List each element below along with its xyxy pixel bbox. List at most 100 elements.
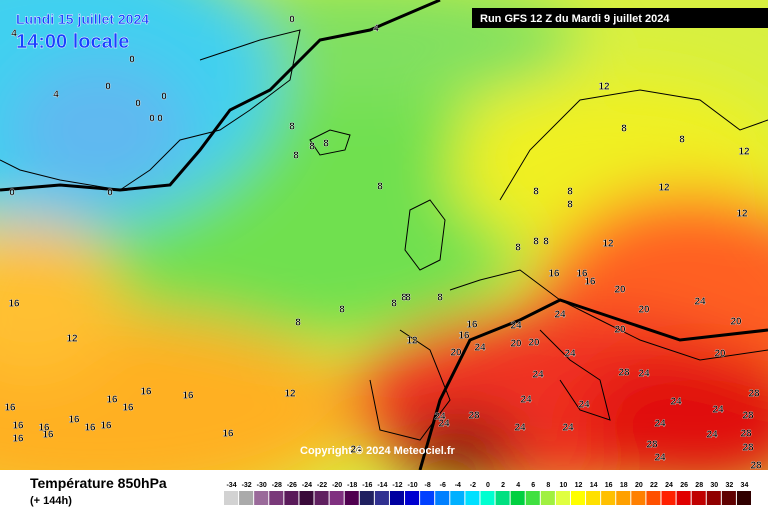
scale-swatch bbox=[495, 491, 510, 505]
scale-label: 32 bbox=[725, 482, 733, 489]
contour-label: 28 bbox=[618, 368, 630, 379]
scale-swatch bbox=[736, 491, 751, 505]
scale-label: 34 bbox=[741, 482, 749, 489]
scale-swatch bbox=[721, 491, 736, 505]
contour-label: 24 bbox=[712, 405, 724, 416]
contour-label: 16 bbox=[122, 403, 134, 414]
scale-label: 6 bbox=[531, 482, 535, 489]
contour-label: 8 bbox=[377, 182, 383, 193]
contour-label: 8 bbox=[515, 243, 521, 254]
contour-label: 8 bbox=[621, 124, 627, 135]
contour-label: 24 bbox=[350, 445, 362, 456]
scale-swatch bbox=[450, 491, 465, 505]
scale-label: 28 bbox=[695, 482, 703, 489]
scale-swatch bbox=[254, 491, 269, 505]
scale-swatch bbox=[465, 491, 480, 505]
contour-label: 28 bbox=[740, 429, 752, 440]
scale-label: 22 bbox=[650, 482, 658, 489]
contour-label: 20 bbox=[730, 317, 742, 328]
contour-label: 8 bbox=[391, 299, 397, 310]
scale-swatch bbox=[389, 491, 405, 505]
scale-swatch bbox=[540, 491, 555, 505]
scale-label: -30 bbox=[257, 482, 267, 489]
contour-label: 12 bbox=[598, 82, 610, 93]
contour-label: 0 bbox=[149, 114, 155, 125]
contour-label: 16 bbox=[42, 430, 54, 441]
scale-swatch bbox=[691, 491, 706, 505]
contour-label: 8 bbox=[533, 187, 539, 198]
scale-label: 4 bbox=[516, 482, 520, 489]
contour-label: 8 bbox=[309, 142, 315, 153]
contour-label: 8 bbox=[405, 293, 411, 304]
contour-label: 24 bbox=[706, 430, 718, 441]
contour-label: 24 bbox=[694, 297, 706, 308]
contour-label: 12 bbox=[284, 389, 296, 400]
contour-label: 8 bbox=[323, 139, 329, 150]
map-date: Lundi 15 juillet 2024 bbox=[16, 11, 149, 27]
scale-label: -10 bbox=[408, 482, 418, 489]
contour-label: 24 bbox=[532, 370, 544, 381]
scale-swatch bbox=[586, 491, 601, 505]
scale-label: -26 bbox=[287, 482, 297, 489]
contour-label: 20 bbox=[614, 325, 626, 336]
contour-label: 12 bbox=[658, 183, 670, 194]
scale-swatch bbox=[676, 491, 691, 505]
contour-label: 16 bbox=[576, 269, 588, 280]
contour-label: 8 bbox=[289, 122, 295, 133]
contour-label: 4 bbox=[53, 90, 59, 101]
scale-label: 24 bbox=[665, 482, 673, 489]
contour-label: 16 bbox=[222, 429, 234, 440]
contour-label: 12 bbox=[602, 239, 614, 250]
scale-label: -22 bbox=[317, 482, 327, 489]
contour-label: 20 bbox=[528, 338, 540, 349]
scale-swatch bbox=[405, 491, 420, 505]
contour-label: 24 bbox=[670, 397, 682, 408]
contour-label: 16 bbox=[466, 320, 478, 331]
contour-label: 16 bbox=[548, 269, 560, 280]
contour-label: 16 bbox=[100, 421, 112, 432]
contour-label: 8 bbox=[293, 151, 299, 162]
contour-label: 8 bbox=[679, 135, 685, 146]
scale-label: 20 bbox=[635, 482, 643, 489]
contour-label: 28 bbox=[748, 389, 760, 400]
scale-label: 12 bbox=[575, 482, 583, 489]
scale-swatch bbox=[284, 491, 299, 505]
scale-label: 2 bbox=[501, 482, 505, 489]
contour-label: 16 bbox=[458, 331, 470, 342]
contour-label: 16 bbox=[12, 434, 24, 445]
scale-label: -24 bbox=[302, 482, 312, 489]
scale-swatch bbox=[510, 491, 525, 505]
footer-lead: (+ 144h) bbox=[30, 495, 72, 507]
contour-label: 16 bbox=[38, 423, 50, 434]
contour-label: 4 bbox=[11, 29, 17, 40]
contour-label: 24 bbox=[638, 369, 650, 380]
contour-label: 28 bbox=[742, 411, 754, 422]
contour-label: 12 bbox=[738, 147, 750, 158]
contour-label: 24 bbox=[578, 400, 590, 411]
scale-label: 8 bbox=[546, 482, 550, 489]
scale-swatch bbox=[616, 491, 631, 505]
contour-label: 16 bbox=[4, 403, 16, 414]
scale-label: 26 bbox=[680, 482, 688, 489]
contour-label: 8 bbox=[533, 237, 539, 248]
scale-swatch bbox=[555, 491, 570, 505]
scale-swatch bbox=[314, 491, 329, 505]
scale-label: -14 bbox=[377, 482, 387, 489]
scale-label: -34 bbox=[226, 482, 236, 489]
contour-label: 8 bbox=[339, 305, 345, 316]
contour-label: 24 bbox=[654, 453, 666, 464]
scale-label: -28 bbox=[272, 482, 282, 489]
footer-title: Température 850hPa bbox=[30, 475, 167, 491]
contour-label: 16 bbox=[584, 277, 596, 288]
contour-label: 16 bbox=[8, 299, 20, 310]
scale-swatch bbox=[525, 491, 540, 505]
contour-label: 28 bbox=[742, 443, 754, 454]
contour-label: 24 bbox=[514, 423, 526, 434]
contour-label: 20 bbox=[638, 305, 650, 316]
contour-label: 24 bbox=[520, 395, 532, 406]
copyright: Copyright © 2024 Meteociel.fr bbox=[300, 445, 456, 457]
contour-label: 8 bbox=[401, 293, 407, 304]
coastlines bbox=[0, 29, 768, 441]
